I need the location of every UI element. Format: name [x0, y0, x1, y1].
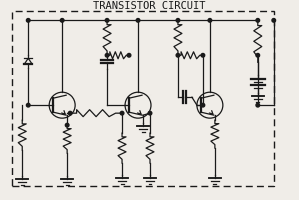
Circle shape: [68, 112, 72, 115]
Circle shape: [256, 19, 260, 23]
Circle shape: [256, 104, 260, 107]
Circle shape: [136, 19, 140, 23]
Circle shape: [127, 54, 131, 58]
Circle shape: [120, 112, 124, 115]
Circle shape: [208, 19, 212, 23]
Bar: [12, 12, 274, 186]
Circle shape: [26, 104, 30, 107]
Circle shape: [26, 19, 30, 23]
Circle shape: [105, 19, 109, 23]
Circle shape: [105, 54, 109, 58]
Circle shape: [65, 124, 69, 127]
Circle shape: [256, 54, 260, 58]
Circle shape: [148, 112, 152, 115]
Circle shape: [201, 104, 205, 107]
Circle shape: [176, 19, 180, 23]
Circle shape: [60, 19, 64, 23]
Circle shape: [201, 54, 205, 58]
Circle shape: [176, 54, 180, 58]
Circle shape: [272, 19, 276, 23]
Text: TRANSISTOR CIRCUIT: TRANSISTOR CIRCUIT: [93, 1, 205, 11]
